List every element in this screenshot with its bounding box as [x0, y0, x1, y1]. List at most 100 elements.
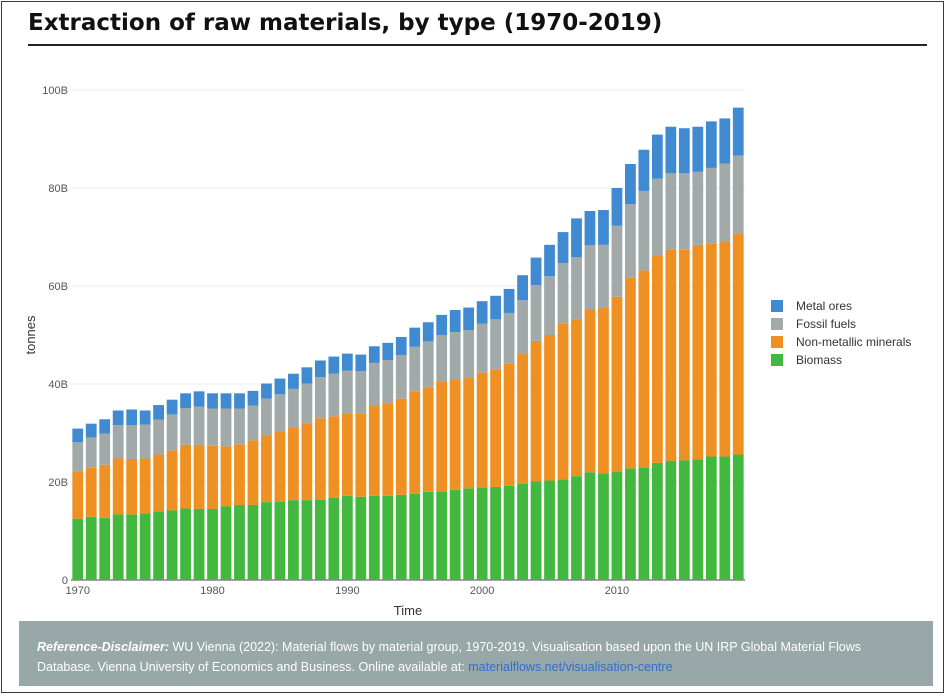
bar-segment[interactable]: [261, 383, 272, 399]
bar-segment[interactable]: [382, 359, 394, 404]
visualisation-centre-link[interactable]: materialflows.net/visualisation-centre: [468, 660, 673, 674]
bar-segment[interactable]: [274, 501, 286, 580]
bar-segment[interactable]: [301, 423, 313, 501]
bar-segment[interactable]: [705, 243, 717, 457]
legend-label[interactable]: Non-metallic minerals: [796, 335, 911, 349]
bar-segment[interactable]: [517, 353, 528, 484]
bar-segment[interactable]: [85, 467, 97, 517]
bar-segment[interactable]: [395, 398, 407, 495]
bar-segment[interactable]: [139, 410, 151, 425]
bar-segment[interactable]: [382, 495, 394, 580]
bar-segment[interactable]: [341, 370, 353, 414]
bar-segment[interactable]: [503, 485, 515, 580]
bar-segment[interactable]: [193, 391, 205, 407]
bar-segment[interactable]: [732, 233, 744, 455]
bar-segment[interactable]: [99, 433, 111, 465]
bar-segment[interactable]: [207, 508, 218, 580]
bar-segment[interactable]: [368, 406, 380, 496]
bar-segment[interactable]: [180, 393, 191, 409]
bar-segment[interactable]: [651, 255, 663, 463]
bar-segment[interactable]: [166, 510, 178, 580]
bar-segment[interactable]: [409, 493, 421, 580]
bar-segment[interactable]: [314, 418, 326, 500]
bar-segment[interactable]: [692, 171, 704, 245]
bar-segment[interactable]: [598, 308, 609, 474]
bar-segment[interactable]: [328, 497, 340, 580]
bar-segment[interactable]: [261, 502, 272, 580]
bar-segment[interactable]: [153, 405, 165, 420]
bar-segment[interactable]: [611, 296, 623, 472]
bar-segment[interactable]: [85, 437, 97, 468]
bar-segment[interactable]: [665, 126, 677, 174]
bar-segment[interactable]: [544, 335, 555, 481]
bar-segment[interactable]: [395, 355, 407, 399]
bar-segment[interactable]: [692, 244, 704, 460]
bar-segment[interactable]: [180, 444, 191, 509]
bar-segment[interactable]: [234, 444, 245, 506]
bar-segment[interactable]: [288, 500, 299, 580]
bar-segment[interactable]: [571, 476, 582, 580]
bar-segment[interactable]: [544, 480, 555, 580]
bar-segment[interactable]: [99, 517, 111, 580]
bar-segment[interactable]: [625, 468, 636, 580]
bar-segment[interactable]: [490, 486, 502, 580]
bar-segment[interactable]: [395, 494, 407, 580]
bar-segment[interactable]: [557, 232, 569, 263]
bar-segment[interactable]: [193, 508, 205, 580]
bar-segment[interactable]: [139, 424, 151, 459]
bar-segment[interactable]: [422, 491, 434, 580]
bar-segment[interactable]: [436, 491, 448, 580]
bar-segment[interactable]: [611, 225, 623, 297]
bar-segment[interactable]: [422, 341, 434, 388]
bar-segment[interactable]: [449, 310, 461, 333]
bar-segment[interactable]: [126, 514, 138, 580]
bar-segment[interactable]: [625, 204, 636, 278]
bar-segment[interactable]: [139, 458, 151, 514]
bar-segment[interactable]: [274, 394, 286, 432]
bar-segment[interactable]: [153, 419, 165, 455]
bar-segment[interactable]: [732, 454, 744, 580]
bar-segment[interactable]: [153, 511, 165, 580]
bar-segment[interactable]: [625, 163, 636, 205]
legend-swatch[interactable]: [771, 300, 783, 312]
bar-segment[interactable]: [85, 516, 97, 580]
bar-segment[interactable]: [692, 126, 704, 172]
bar-segment[interactable]: [288, 373, 299, 389]
legend-swatch[interactable]: [771, 354, 783, 366]
bar-segment[interactable]: [490, 319, 502, 370]
bar-segment[interactable]: [719, 241, 731, 457]
bar-segment[interactable]: [355, 354, 367, 372]
bar-segment[interactable]: [355, 371, 367, 414]
bar-segment[interactable]: [705, 456, 717, 580]
bar-segment[interactable]: [382, 403, 394, 496]
bar-segment[interactable]: [557, 323, 569, 480]
bar-segment[interactable]: [166, 450, 178, 511]
bar-segment[interactable]: [719, 456, 731, 580]
bar-segment[interactable]: [341, 495, 353, 580]
bar-segment[interactable]: [126, 409, 138, 426]
bar-segment[interactable]: [314, 377, 326, 419]
bar-segment[interactable]: [72, 471, 84, 519]
bar-segment[interactable]: [341, 353, 353, 371]
bar-segment[interactable]: [409, 327, 421, 347]
bar-segment[interactable]: [705, 167, 717, 244]
legend-label[interactable]: Fossil fuels: [796, 317, 856, 331]
bar-segment[interactable]: [126, 458, 138, 515]
bar-segment[interactable]: [571, 319, 582, 477]
bar-segment[interactable]: [638, 270, 650, 468]
bar-segment[interactable]: [638, 190, 650, 271]
bar-segment[interactable]: [99, 419, 111, 434]
bar-segment[interactable]: [112, 410, 124, 426]
bar-segment[interactable]: [355, 413, 367, 497]
bar-segment[interactable]: [517, 275, 528, 301]
bar-segment[interactable]: [476, 487, 488, 580]
bar-segment[interactable]: [530, 285, 542, 341]
bar-segment[interactable]: [261, 398, 272, 436]
bar-segment[interactable]: [651, 178, 663, 256]
bar-segment[interactable]: [234, 408, 245, 445]
bar-segment[interactable]: [355, 496, 367, 580]
bar-segment[interactable]: [544, 276, 555, 335]
bar-segment[interactable]: [571, 218, 582, 258]
bar-segment[interactable]: [503, 312, 515, 364]
bar-segment[interactable]: [517, 483, 528, 580]
